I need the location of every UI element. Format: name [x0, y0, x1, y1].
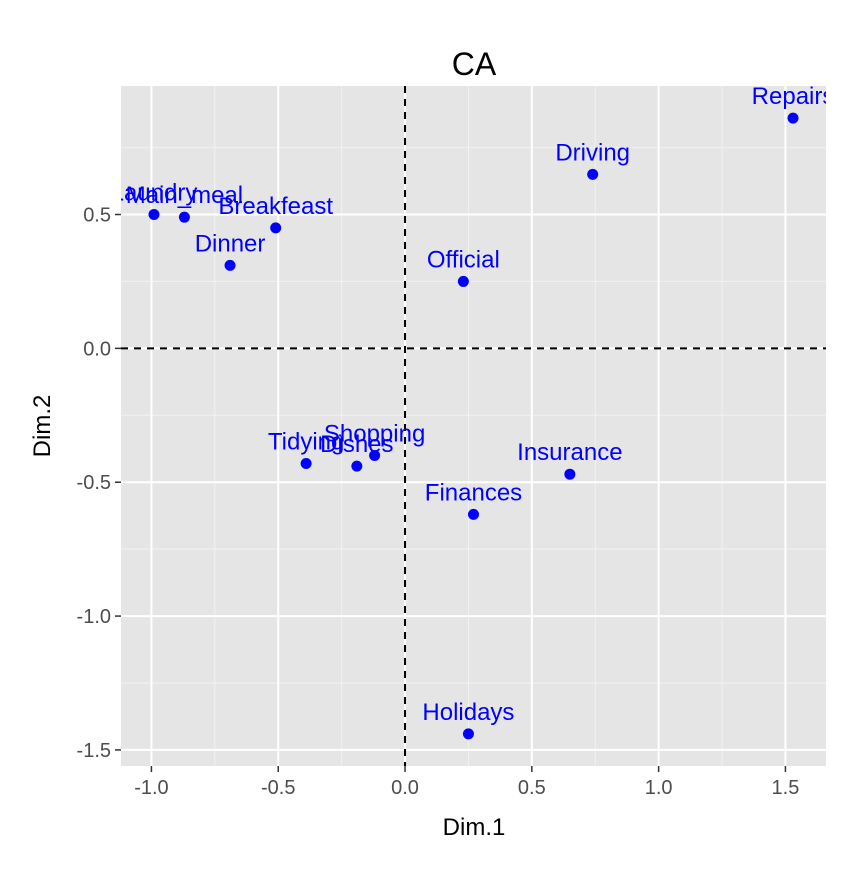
data-point — [270, 222, 282, 234]
data-point — [148, 209, 160, 221]
data-point — [369, 449, 381, 461]
y-axis-title: Dim.2 — [29, 395, 56, 458]
plot-panel — [121, 86, 826, 766]
y-tick-label: 0.5 — [83, 205, 111, 227]
y-tick-label: -1.0 — [77, 606, 111, 628]
data-point — [468, 508, 479, 520]
point-label: Holidays — [422, 699, 514, 726]
point-label: Tidying — [268, 428, 344, 455]
x-tick-label: -1.0 — [134, 777, 168, 799]
point-label: Insurance — [517, 439, 622, 466]
data-point — [564, 468, 576, 480]
grid-minor — [121, 86, 826, 766]
data-point — [787, 112, 799, 124]
data-point — [300, 457, 312, 469]
point-label: Dinner — [195, 230, 266, 257]
axis-ticks: -1.0 -0.5 0.0 0.5 1.0 1.5 -1.5 -1.0 -0.5 0.0 0.5 — [77, 205, 800, 799]
point-label: Breakfeast — [218, 193, 333, 220]
point-label: Shopping — [324, 420, 425, 447]
data-point — [351, 460, 363, 472]
point-label: Driving — [555, 139, 630, 166]
y-tick-label: -1.5 — [77, 740, 111, 762]
point-label: Laundry — [111, 180, 198, 207]
point-label: Finances — [425, 479, 522, 506]
data-point — [462, 728, 474, 740]
data-point — [178, 211, 190, 223]
y-tick-label: 0.0 — [83, 338, 111, 360]
x-tick-label: 1.0 — [645, 777, 673, 799]
point-label: Official — [427, 246, 500, 273]
x-tick-label: -0.5 — [261, 777, 295, 799]
chart-title: CA — [452, 46, 497, 82]
point-label: Main_meal — [126, 182, 243, 209]
x-tick-label: 1.5 — [772, 777, 800, 799]
data-point — [457, 275, 469, 287]
x-axis-title: Dim.1 — [443, 814, 506, 841]
reference-lines — [121, 86, 826, 766]
y-tick-label: -0.5 — [77, 472, 111, 494]
point-label: Repairs — [752, 83, 835, 110]
data-point — [224, 259, 236, 271]
x-tick-label: 0.5 — [518, 777, 546, 799]
point-label: Dishes — [320, 431, 393, 458]
point-marks: LaundryMain_mealBreakfeastDinnerTidyingD… — [111, 83, 835, 740]
x-tick-label: 0.0 — [391, 777, 419, 799]
data-point — [587, 168, 599, 180]
